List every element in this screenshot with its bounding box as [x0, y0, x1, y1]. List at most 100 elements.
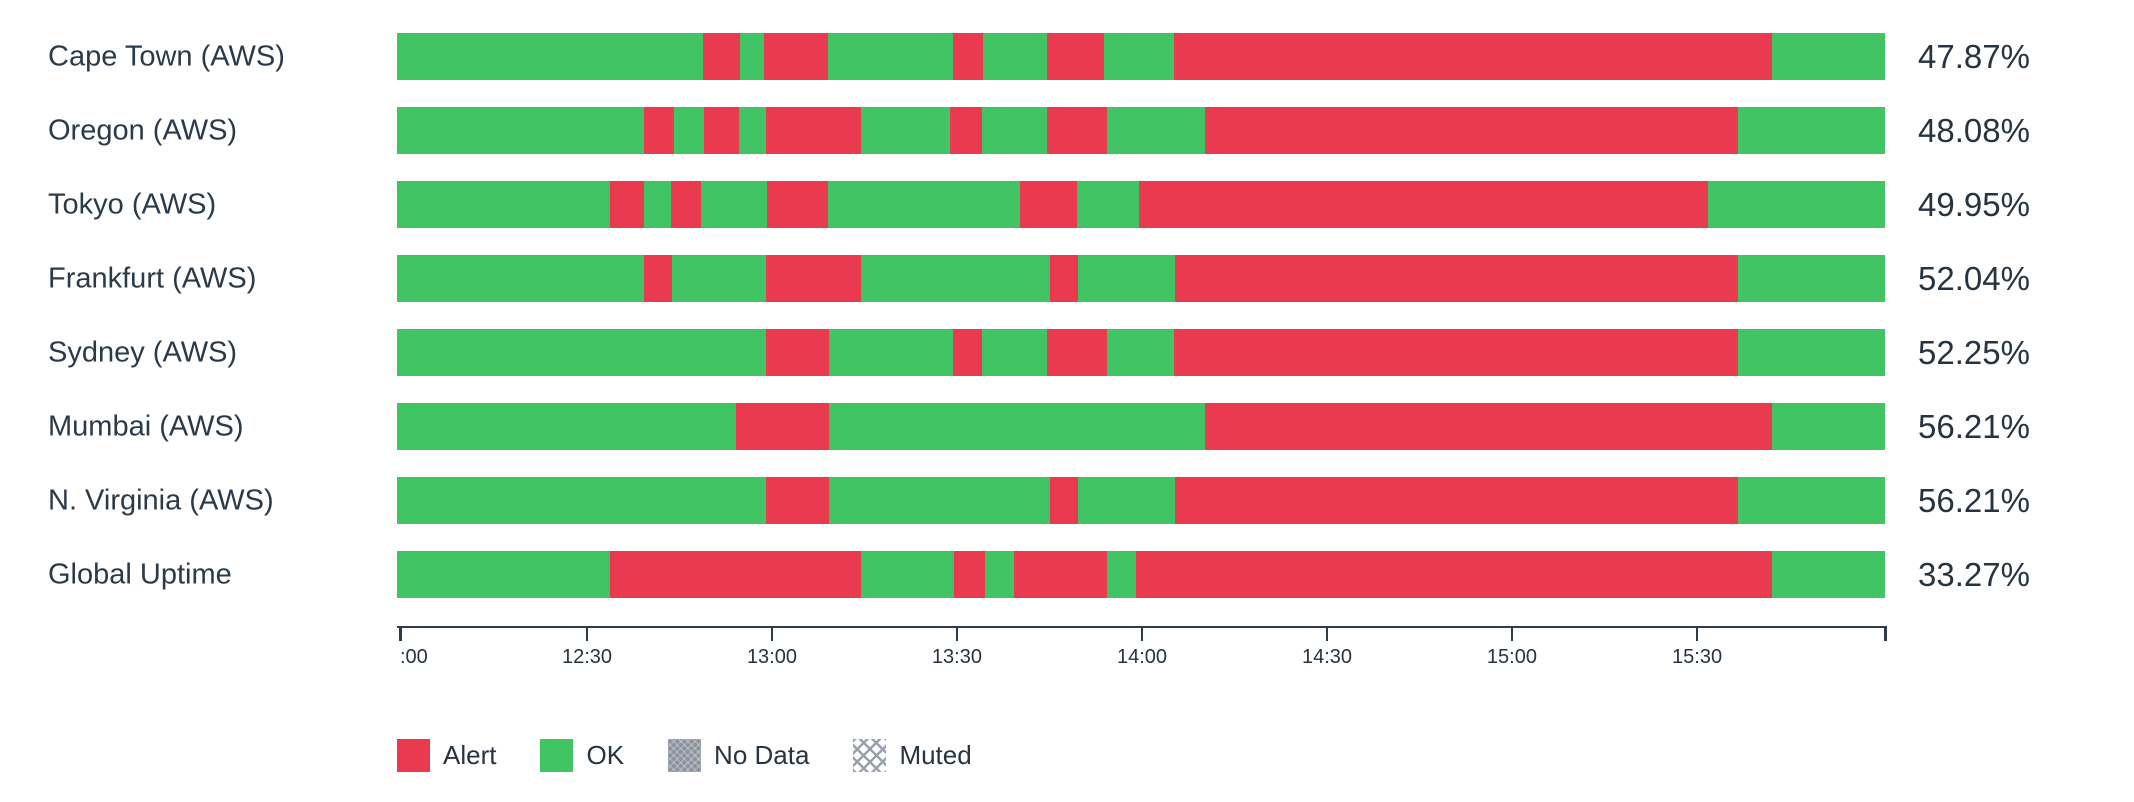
status-segment-ok[interactable] [981, 107, 1048, 154]
legend-label: Muted [899, 739, 972, 770]
status-segment-alert[interactable] [1175, 477, 1738, 524]
status-timeline-bar[interactable] [397, 403, 1885, 450]
status-segment-ok[interactable] [397, 33, 703, 80]
status-timeline-bar[interactable] [397, 107, 1885, 154]
status-segment-ok[interactable] [1103, 33, 1174, 80]
status-segment-alert[interactable] [609, 181, 644, 228]
status-segment-alert[interactable] [1173, 329, 1738, 376]
axis-tick-mark [1696, 626, 1699, 641]
status-segment-ok[interactable] [828, 477, 1051, 524]
status-timeline-bar[interactable] [397, 329, 1885, 376]
status-segment-alert[interactable] [702, 33, 740, 80]
status-segment-ok[interactable] [397, 329, 767, 376]
status-timeline-bar[interactable] [397, 255, 1885, 302]
status-segment-alert[interactable] [1014, 551, 1107, 598]
status-segment-ok[interactable] [700, 181, 768, 228]
status-segment-ok[interactable] [1106, 551, 1137, 598]
status-segment-alert[interactable] [1139, 181, 1708, 228]
axis-tick-mark [770, 626, 773, 641]
legend-label: Alert [443, 739, 497, 770]
status-segment-alert[interactable] [1047, 107, 1107, 154]
status-segment-ok[interactable] [1707, 181, 1885, 228]
status-segment-ok[interactable] [1106, 329, 1174, 376]
status-segment-alert[interactable] [1020, 181, 1077, 228]
status-segment-ok[interactable] [397, 551, 610, 598]
legend-item-alert[interactable]: Alert [397, 738, 497, 772]
status-segment-ok[interactable] [739, 33, 764, 80]
status-segment-alert[interactable] [644, 255, 673, 302]
status-timeline-bar[interactable] [397, 477, 1885, 524]
status-segment-ok[interactable] [828, 181, 1021, 228]
status-segment-ok[interactable] [982, 33, 1047, 80]
legend-item-no_data[interactable]: No Data [668, 738, 809, 772]
status-segment-ok[interactable] [828, 403, 1205, 450]
status-segment-ok[interactable] [1078, 477, 1176, 524]
status-segment-alert[interactable] [703, 107, 740, 154]
axis-tick-label: 15:00 [1486, 646, 1537, 668]
status-segment-ok[interactable] [644, 181, 671, 228]
status-segment-alert[interactable] [736, 403, 829, 450]
status-segment-alert[interactable] [1173, 33, 1772, 80]
status-segment-alert[interactable] [1046, 33, 1104, 80]
status-segment-ok[interactable] [1106, 107, 1205, 154]
status-segment-ok[interactable] [673, 107, 704, 154]
status-segment-alert[interactable] [1047, 329, 1107, 376]
status-segment-alert[interactable] [950, 107, 982, 154]
status-segment-ok[interactable] [828, 329, 954, 376]
status-segment-ok[interactable] [397, 477, 767, 524]
status-segment-ok[interactable] [1737, 329, 1885, 376]
status-segment-alert[interactable] [767, 181, 829, 228]
status-segment-alert[interactable] [765, 107, 862, 154]
status-segment-ok[interactable] [1737, 255, 1885, 302]
status-segment-ok[interactable] [739, 107, 766, 154]
status-segment-alert[interactable] [766, 255, 862, 302]
status-segment-ok[interactable] [861, 551, 954, 598]
status-segment-ok[interactable] [1771, 33, 1885, 80]
status-segment-ok[interactable] [397, 107, 644, 154]
status-timeline-bar[interactable] [397, 33, 1885, 80]
status-segment-alert[interactable] [766, 477, 829, 524]
status-segment-alert[interactable] [1175, 255, 1738, 302]
status-segment-ok[interactable] [397, 255, 644, 302]
status-segment-ok[interactable] [397, 181, 610, 228]
legend-item-ok[interactable]: OK [540, 738, 624, 772]
status-segment-alert[interactable] [1050, 477, 1079, 524]
status-segment-alert[interactable] [1136, 551, 1772, 598]
status-segment-alert[interactable] [953, 551, 985, 598]
status-timeline-bar[interactable] [397, 551, 1885, 598]
legend-item-muted[interactable]: Muted [853, 738, 972, 772]
status-segment-alert[interactable] [644, 107, 674, 154]
status-segment-ok[interactable] [861, 107, 951, 154]
axis-tick-mark [1510, 626, 1513, 641]
status-segment-ok[interactable] [981, 329, 1048, 376]
axis-tick-label: 13:00 [746, 646, 797, 668]
status-segment-ok[interactable] [1737, 107, 1885, 154]
status-timeline-bar[interactable] [397, 181, 1885, 228]
status-segment-ok[interactable] [397, 403, 737, 450]
status-segment-ok[interactable] [861, 255, 1051, 302]
status-segment-ok[interactable] [828, 33, 954, 80]
status-segment-alert[interactable] [670, 181, 701, 228]
axis-tick-label: :00 [399, 646, 428, 668]
status-segment-alert[interactable] [609, 551, 862, 598]
status-segment-ok[interactable] [1771, 551, 1885, 598]
status-segment-ok[interactable] [1076, 181, 1140, 228]
axis-tick-mark [1326, 626, 1328, 641]
status-segment-alert[interactable] [953, 33, 983, 80]
status-segment-alert[interactable] [1050, 255, 1079, 302]
status-segment-alert[interactable] [763, 33, 829, 80]
status-segment-ok[interactable] [1771, 403, 1885, 450]
status-segment-alert[interactable] [766, 329, 829, 376]
status-segment-ok[interactable] [1078, 255, 1176, 302]
axis-tick-mark [1141, 626, 1144, 641]
status-segment-ok[interactable] [672, 255, 766, 302]
status-segment-alert[interactable] [953, 329, 982, 376]
legend: Alert OK No Data Muted [397, 737, 972, 773]
axis-tick-label: 12:30 [561, 646, 613, 668]
status-segment-ok[interactable] [1737, 477, 1885, 524]
status-segment-alert[interactable] [1204, 107, 1738, 154]
time-axis: :00 12:30 13:00 13:30 14:00 14:30 15:00 15:30 [397, 626, 1887, 686]
axis-tick-label: 14:30 [1301, 646, 1353, 668]
status-segment-ok[interactable] [984, 551, 1015, 598]
status-segment-alert[interactable] [1204, 403, 1772, 450]
